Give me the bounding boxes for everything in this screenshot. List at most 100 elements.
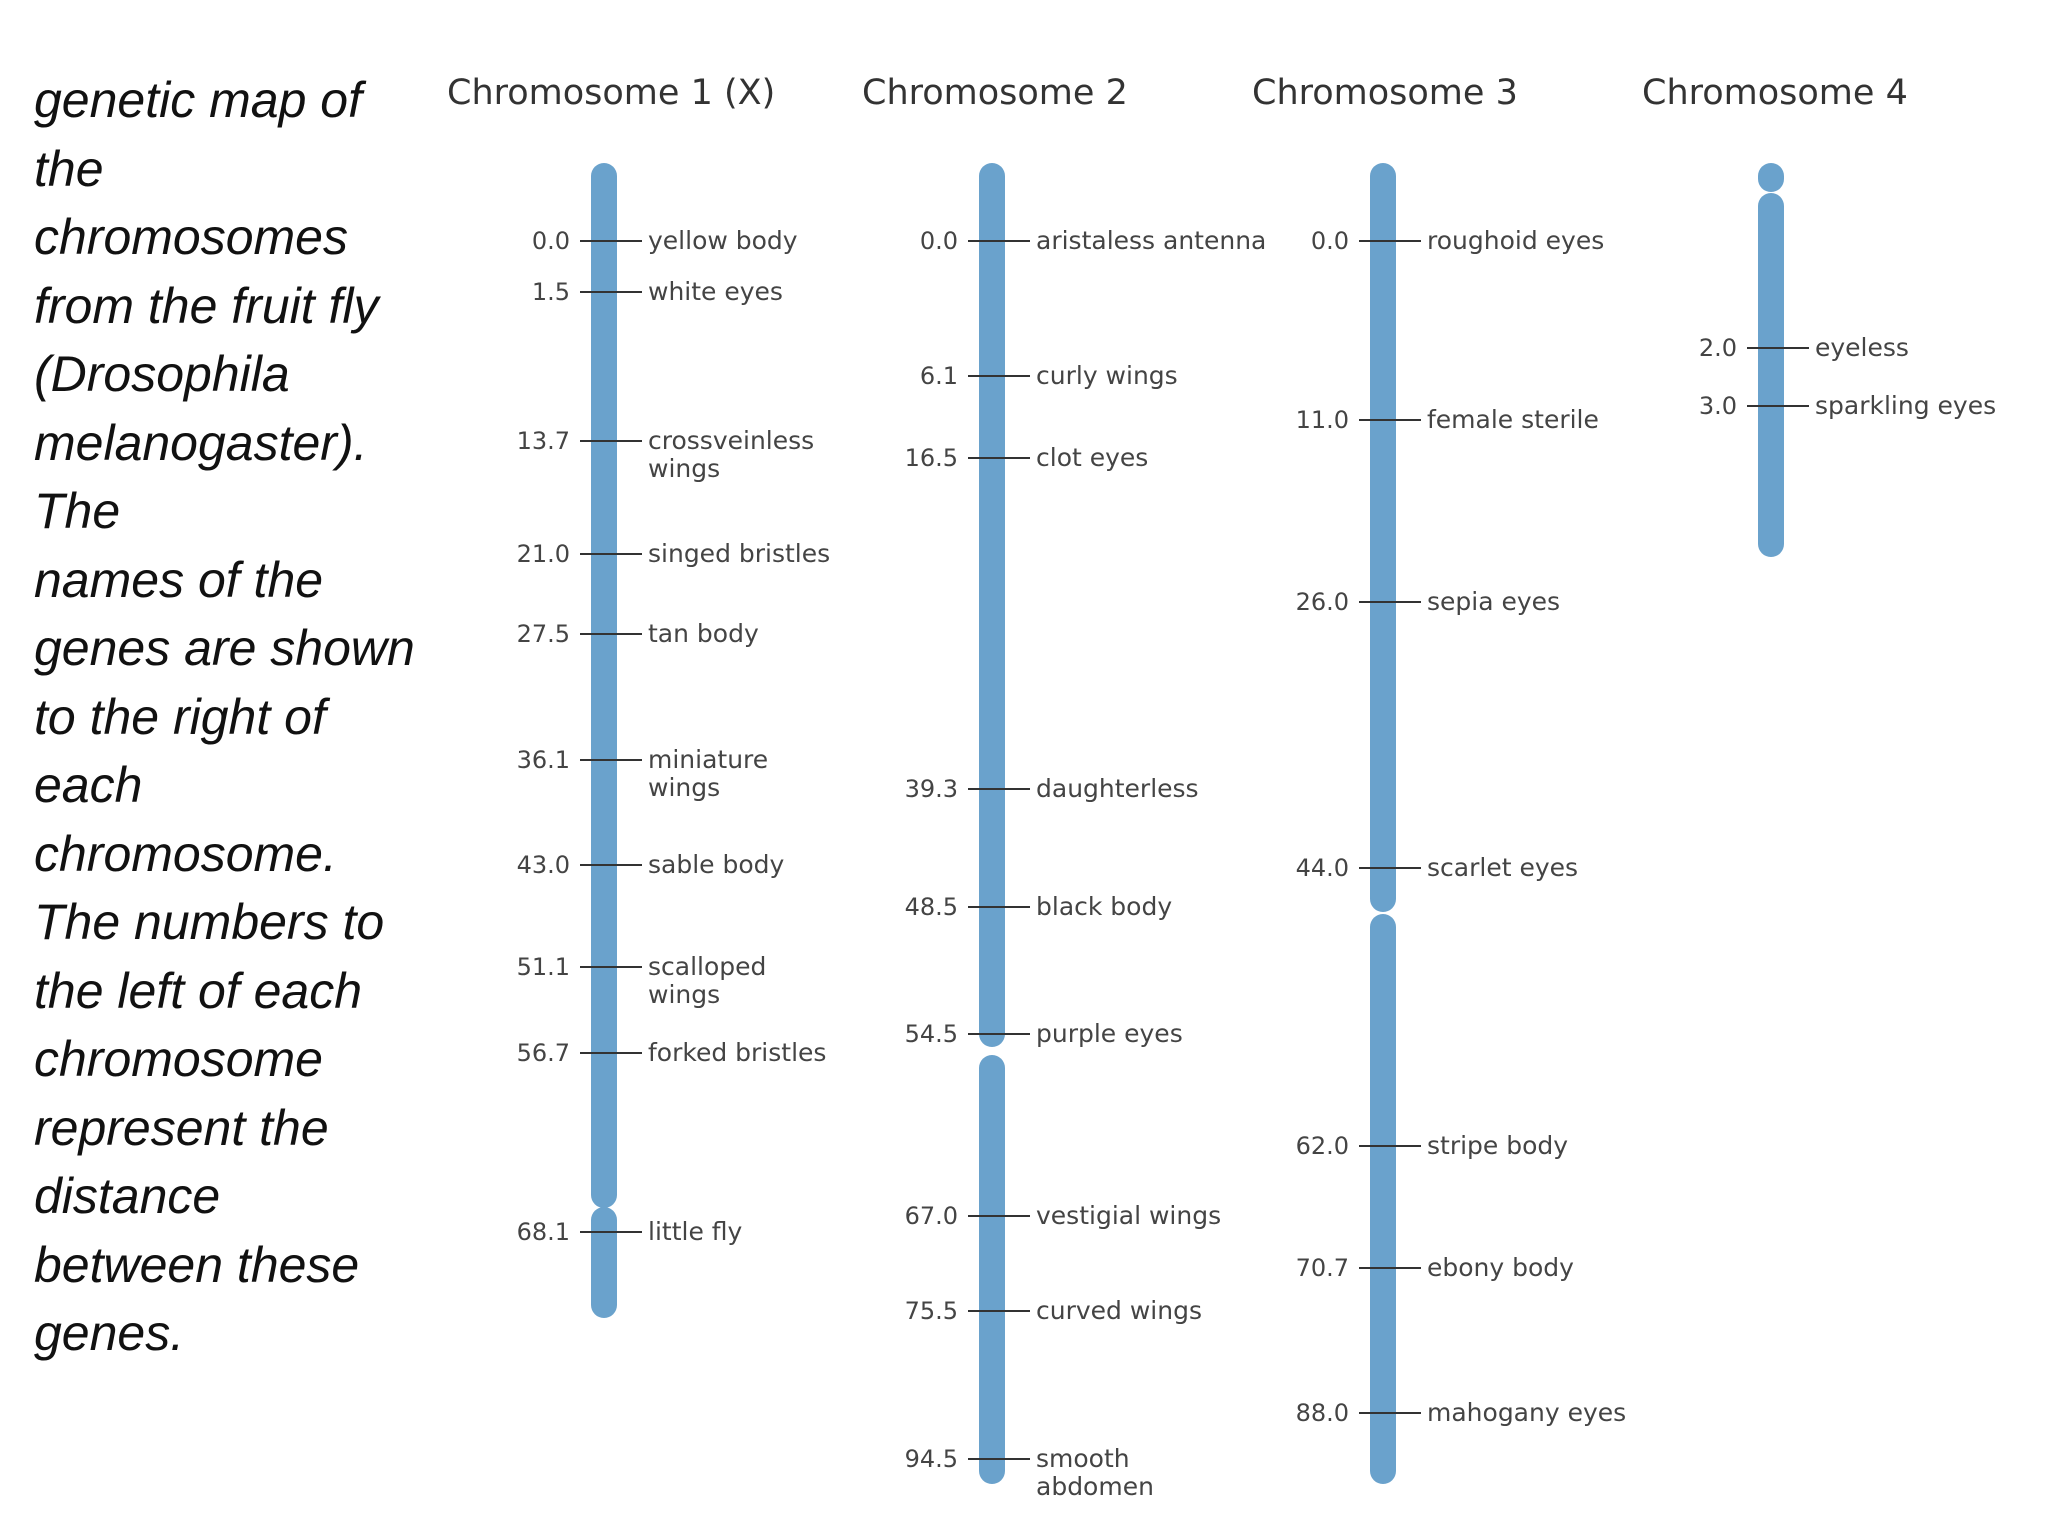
locus: 39.3 daughterless bbox=[905, 774, 1199, 803]
caption-line: names of the bbox=[34, 551, 324, 608]
caption-line: chromosome bbox=[34, 1031, 323, 1087]
caption-line: chromosomes bbox=[34, 209, 348, 265]
chromosome-bar bbox=[591, 163, 617, 1208]
locus: 88.0 mahogany eyes bbox=[1296, 1398, 1627, 1427]
gene-name: scalloped bbox=[648, 952, 766, 981]
map-position: 39.3 bbox=[905, 775, 958, 803]
chromosome-bar bbox=[1370, 914, 1396, 1484]
caption-line: The numbers to bbox=[34, 894, 385, 950]
gene-name: white eyes bbox=[648, 277, 783, 306]
locus: 11.0 female sterile bbox=[1296, 405, 1599, 434]
locus: 56.7 forked bristles bbox=[517, 1038, 827, 1067]
chromosome-bar bbox=[1758, 193, 1784, 557]
locus: 62.0 stripe body bbox=[1296, 1131, 1569, 1160]
chromosome-bar bbox=[591, 1207, 617, 1318]
gene-name: black body bbox=[1036, 892, 1172, 921]
caption-line: the left of each bbox=[34, 962, 363, 1019]
locus: 21.0 singed bristles bbox=[517, 539, 831, 568]
caption: genetic map of the chromosomes from the … bbox=[34, 66, 454, 1368]
map-position: 26.0 bbox=[1296, 588, 1349, 616]
locus: 1.5 white eyes bbox=[532, 277, 783, 306]
caption-line: distance bbox=[34, 1168, 221, 1224]
map-position: 56.7 bbox=[517, 1039, 570, 1067]
caption-line: represent the bbox=[34, 1099, 329, 1156]
map-position: 51.1 bbox=[517, 953, 570, 981]
locus: 44.0 scarlet eyes bbox=[1296, 853, 1578, 882]
caption-line: genes are shown bbox=[34, 620, 415, 676]
caption-line: chromosome. bbox=[34, 825, 337, 882]
gene-name: yellow body bbox=[648, 226, 798, 255]
gene-name: scarlet eyes bbox=[1427, 853, 1578, 882]
chromosome-title: Chromosome 2 bbox=[862, 73, 1128, 113]
gene-name: sparkling eyes bbox=[1815, 391, 1996, 420]
chromosome-title: Chromosome 4 bbox=[1642, 73, 1908, 113]
gene-name: smooth bbox=[1036, 1444, 1130, 1473]
gene-name: roughoid eyes bbox=[1427, 226, 1604, 255]
locus: 0.0 roughoid eyes bbox=[1311, 226, 1604, 255]
gene-name: eyeless bbox=[1815, 333, 1909, 362]
map-position: 62.0 bbox=[1296, 1132, 1349, 1160]
caption-line: genetic map of bbox=[34, 72, 362, 128]
gene-name: vestigial wings bbox=[1036, 1201, 1221, 1230]
caption-line: The bbox=[34, 483, 121, 539]
caption-line: (Drosophila bbox=[34, 346, 290, 402]
gene-name: aristaless antenna bbox=[1036, 226, 1266, 255]
gene-name: little fly bbox=[648, 1217, 743, 1246]
map-position: 1.5 bbox=[532, 278, 570, 306]
map-position: 3.0 bbox=[1699, 392, 1737, 420]
locus: 27.5 tan body bbox=[517, 619, 759, 648]
map-position: 44.0 bbox=[1296, 854, 1349, 882]
map-position: 0.0 bbox=[920, 227, 958, 255]
locus: 0.0 aristaless antenna bbox=[920, 226, 1267, 255]
locus: 54.5 purple eyes bbox=[905, 1019, 1183, 1048]
map-position: 43.0 bbox=[517, 851, 570, 879]
map-position: 54.5 bbox=[905, 1020, 958, 1048]
gene-name: stripe body bbox=[1427, 1131, 1568, 1160]
gene-name: forked bristles bbox=[648, 1038, 826, 1067]
chromosome-3: Chromosome 3 0.0 roughoid eyes 11.0 female s… bbox=[1252, 73, 1626, 1484]
locus: 43.0 sable body bbox=[517, 850, 785, 879]
locus: 16.5 clot eyes bbox=[905, 443, 1149, 472]
map-position: 0.0 bbox=[532, 227, 570, 255]
gene-name: wings bbox=[648, 454, 720, 483]
gene-name: tan body bbox=[648, 619, 759, 648]
map-position: 21.0 bbox=[517, 540, 570, 568]
locus: 70.7 ebony body bbox=[1296, 1253, 1575, 1282]
map-position: 11.0 bbox=[1296, 406, 1349, 434]
locus: 6.1 curly wings bbox=[920, 361, 1178, 390]
locus: 26.0 sepia eyes bbox=[1296, 587, 1561, 616]
gene-name: abdomen bbox=[1036, 1472, 1154, 1501]
caption-line: from the fruit fly bbox=[34, 277, 379, 334]
map-position: 70.7 bbox=[1296, 1254, 1349, 1282]
gene-name: daughterless bbox=[1036, 774, 1199, 803]
gene-name: mahogany eyes bbox=[1427, 1398, 1626, 1427]
caption-line: each bbox=[34, 757, 143, 813]
map-position: 36.1 bbox=[517, 746, 570, 774]
map-position: 16.5 bbox=[905, 444, 958, 472]
gene-name: wings bbox=[648, 980, 720, 1009]
chromosome-title: Chromosome 1 (X) bbox=[447, 73, 775, 113]
caption-line: the bbox=[34, 140, 104, 197]
gene-name: crossveinless bbox=[648, 426, 814, 455]
gene-name: curly wings bbox=[1036, 361, 1178, 390]
caption-line: melanogaster). bbox=[34, 414, 368, 471]
chromosome-4: Chromosome 4 2.0 eyeless 3.0 sparkling eyes bbox=[1642, 73, 1996, 557]
locus: 75.5 curved wings bbox=[905, 1296, 1202, 1325]
map-position: 27.5 bbox=[517, 620, 570, 648]
map-position: 67.0 bbox=[905, 1202, 958, 1230]
locus: 3.0 sparkling eyes bbox=[1699, 391, 1996, 420]
gene-name: purple eyes bbox=[1036, 1019, 1183, 1048]
caption-line: to the right of bbox=[34, 688, 326, 745]
map-position: 88.0 bbox=[1296, 1399, 1349, 1427]
gene-name: sepia eyes bbox=[1427, 587, 1560, 616]
gene-name: curved wings bbox=[1036, 1296, 1202, 1325]
map-position: 75.5 bbox=[905, 1297, 958, 1325]
gene-name: clot eyes bbox=[1036, 443, 1148, 472]
chromosome-bar bbox=[979, 163, 1005, 1047]
map-position: 94.5 bbox=[905, 1445, 958, 1473]
locus: 48.5 black body bbox=[905, 892, 1173, 921]
